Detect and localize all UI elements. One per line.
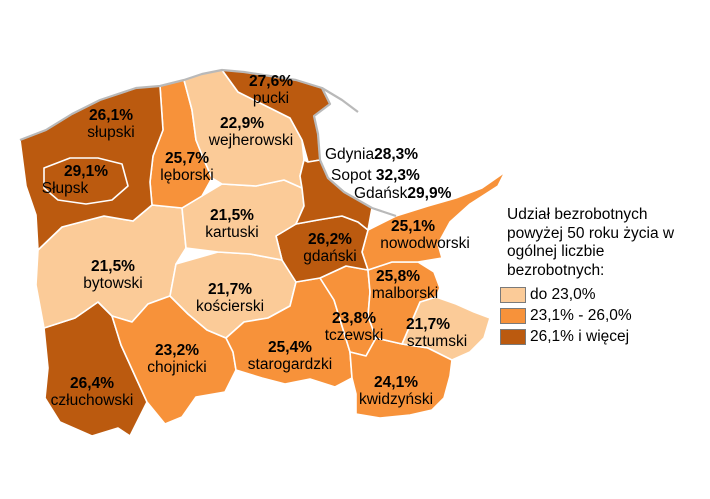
- value-kwidzynski: 24,1%: [374, 374, 418, 391]
- city-value-gdynia: 28,3%: [374, 146, 419, 163]
- name-chojnicki: chojnicki: [147, 359, 207, 376]
- city-name-gdansk: Gdańsk: [354, 185, 408, 202]
- legend-item-high: 26,1% i więcej: [500, 326, 700, 347]
- name-tczewski: tczewski: [324, 327, 384, 344]
- name-czluchowski: człuchowski: [50, 392, 134, 409]
- label-gdanski: 26,2% gdański: [303, 231, 356, 265]
- value-wejherowski: 22,9%: [220, 115, 264, 132]
- hel-peninsula: [312, 87, 397, 218]
- region-slupsk: [43, 157, 129, 205]
- value-starogardzki: 25,4%: [268, 339, 312, 356]
- label-kwidzynski: 24,1% kwidzyński: [359, 374, 433, 408]
- label-malborski: 25,8% malborski: [372, 268, 438, 302]
- legend-swatch-high: [500, 328, 526, 345]
- name-pucki: pucki: [252, 90, 290, 107]
- name-wejherowski: wejherowski: [208, 132, 294, 149]
- region-sztumski: [401, 296, 491, 361]
- legend-swatch-low: [500, 286, 526, 303]
- legend-label-low: do 23,0%: [530, 285, 596, 303]
- label-sztumski: 21,7% sztumski: [406, 316, 468, 350]
- legend-label-mid: 23,1% - 26,0%: [530, 306, 632, 324]
- name-slupsk: Słupsk: [41, 180, 89, 197]
- label-leborski: 25,7% lęborski: [160, 150, 213, 184]
- label-slupski: 26,1% słupski: [87, 107, 134, 141]
- value-leborski: 25,7%: [165, 150, 209, 167]
- name-leborski: lęborski: [160, 167, 214, 184]
- value-pucki: 27,6%: [249, 73, 293, 90]
- name-bytowski: bytowski: [83, 275, 143, 292]
- name-sztumski: sztumski: [406, 333, 468, 350]
- label-bytowski: 21,5% bytowski: [83, 258, 142, 292]
- name-kwidzynski: kwidzyński: [358, 391, 434, 408]
- value-kartuski: 21,5%: [210, 207, 254, 224]
- name-koscierski: kościerski: [195, 298, 265, 315]
- label-pucki: 27,6% pucki: [249, 73, 293, 107]
- city-value-sopot: 32,3%: [375, 167, 420, 184]
- label-tczewski: 23,8% tczewski: [325, 310, 384, 344]
- label-kartuski: 21,5% kartuski: [205, 207, 258, 241]
- name-nowodworski: nowodworski: [380, 235, 470, 252]
- label-nowodworski: 25,1% nowodworski: [380, 218, 470, 252]
- legend-swatch-mid: [500, 307, 526, 324]
- value-slupski: 26,1%: [89, 107, 133, 124]
- label-czluchowski: 26,4% człuchowski: [51, 375, 134, 409]
- coastline: [19, 68, 359, 142]
- value-nowodworski: 25,1%: [391, 218, 435, 235]
- region-nowodworski: [361, 171, 506, 271]
- city-name-sopot: Sopot: [331, 167, 372, 184]
- value-gdanski: 26,2%: [308, 231, 352, 248]
- city-label-gdansk: Gdańsk29,9%: [354, 185, 451, 203]
- value-malborski: 25,8%: [376, 268, 420, 285]
- value-koscierski: 21,7%: [208, 281, 252, 298]
- value-tczewski: 23,8%: [332, 310, 376, 327]
- label-slupsk: 29,1% Słupsk: [42, 163, 108, 197]
- legend-label-high: 26,1% i więcej: [530, 327, 630, 345]
- name-kartuski: kartuski: [205, 224, 259, 241]
- map-legend: Udział bezrobotnych powyżej 50 roku życi…: [500, 206, 700, 347]
- name-starogardzki: starogardzki: [247, 356, 333, 373]
- city-value-gdansk: 29,9%: [407, 185, 452, 202]
- city-label-sopot: Sopot 32,3%: [331, 167, 420, 185]
- name-malborski: malborski: [371, 285, 439, 302]
- legend-item-low: do 23,0%: [500, 284, 700, 305]
- legend-item-mid: 23,1% - 26,0%: [500, 305, 700, 326]
- name-slupski: słupski: [87, 124, 135, 141]
- value-sztumski: 21,7%: [406, 316, 450, 333]
- label-koscierski: 21,7% kościerski: [196, 281, 264, 315]
- label-chojnicki: 23,2% chojnicki: [147, 342, 206, 376]
- label-starogardzki: 25,4% starogardzki: [248, 339, 332, 373]
- name-gdanski: gdański: [303, 248, 357, 265]
- value-czluchowski: 26,4%: [70, 375, 114, 392]
- value-bytowski: 21,5%: [91, 258, 135, 275]
- legend-title: Udział bezrobotnych powyżej 50 roku życi…: [507, 206, 675, 279]
- value-chojnicki: 23,2%: [155, 342, 199, 359]
- city-name-gdynia: Gdynia: [325, 146, 375, 163]
- label-wejherowski: 22,9% wejherowski: [191, 115, 293, 149]
- city-label-gdynia: Gdynia28,3%: [325, 146, 418, 164]
- value-slupsk: 29,1%: [64, 163, 108, 180]
